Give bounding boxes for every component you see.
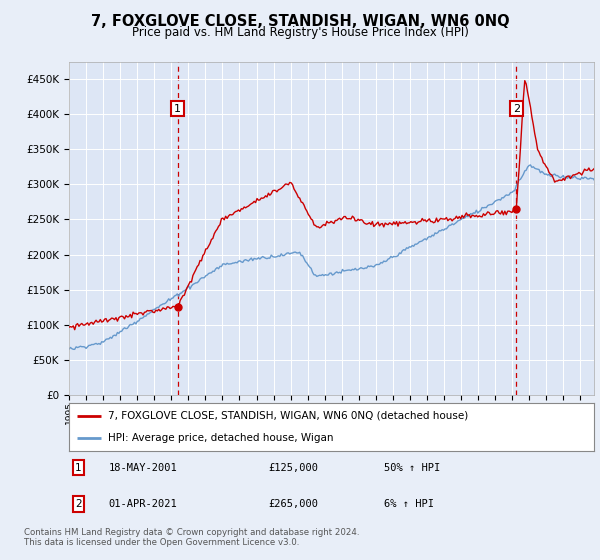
- Text: 2: 2: [513, 104, 520, 114]
- Text: HPI: Average price, detached house, Wigan: HPI: Average price, detached house, Wiga…: [109, 433, 334, 444]
- Text: 1: 1: [174, 104, 181, 114]
- Text: 01-APR-2021: 01-APR-2021: [109, 499, 177, 509]
- Text: £125,000: £125,000: [269, 463, 319, 473]
- Text: 1: 1: [75, 463, 82, 473]
- Text: 50% ↑ HPI: 50% ↑ HPI: [384, 463, 440, 473]
- Text: 2: 2: [75, 499, 82, 509]
- Text: Price paid vs. HM Land Registry's House Price Index (HPI): Price paid vs. HM Land Registry's House …: [131, 26, 469, 39]
- Text: 7, FOXGLOVE CLOSE, STANDISH, WIGAN, WN6 0NQ: 7, FOXGLOVE CLOSE, STANDISH, WIGAN, WN6 …: [91, 14, 509, 29]
- Text: £265,000: £265,000: [269, 499, 319, 509]
- Text: 7, FOXGLOVE CLOSE, STANDISH, WIGAN, WN6 0NQ (detached house): 7, FOXGLOVE CLOSE, STANDISH, WIGAN, WN6 …: [109, 410, 469, 421]
- Text: 18-MAY-2001: 18-MAY-2001: [109, 463, 177, 473]
- Text: Contains HM Land Registry data © Crown copyright and database right 2024.
This d: Contains HM Land Registry data © Crown c…: [24, 528, 359, 547]
- Text: 6% ↑ HPI: 6% ↑ HPI: [384, 499, 434, 509]
